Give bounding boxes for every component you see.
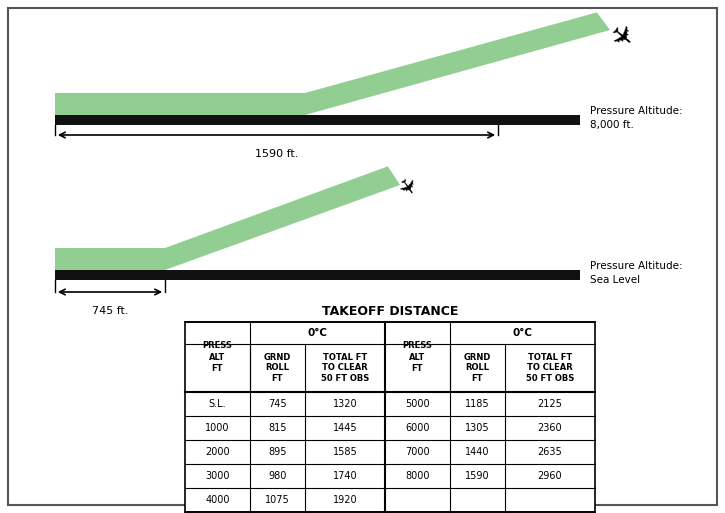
Text: 0°C: 0°C [513, 328, 532, 338]
Text: 1440: 1440 [465, 447, 490, 457]
Text: 1305: 1305 [465, 423, 490, 433]
Bar [185, 322, 595, 512]
Polygon shape [165, 166, 400, 270]
Text: 2960: 2960 [538, 471, 563, 481]
Text: S.L.: S.L. [209, 399, 226, 409]
Text: ✈: ✈ [392, 174, 418, 202]
Text: 1585: 1585 [333, 447, 357, 457]
Text: 1740: 1740 [333, 471, 357, 481]
Text: 1590: 1590 [465, 471, 490, 481]
Text: 1185: 1185 [465, 399, 490, 409]
Text: Pressure Altitude:
8,000 ft.: Pressure Altitude: 8,000 ft. [590, 106, 683, 130]
Text: 1000: 1000 [205, 423, 230, 433]
Text: 2000: 2000 [205, 447, 230, 457]
Polygon shape [55, 93, 305, 115]
Text: 2125: 2125 [537, 399, 563, 409]
Text: PRESS
ALT
FT: PRESS ALT FT [202, 341, 233, 372]
Text: TAKEOFF DISTANCE: TAKEOFF DISTANCE [322, 305, 458, 318]
Polygon shape [55, 248, 165, 270]
Text: TOTAL FT
TO CLEAR
50 FT OBS: TOTAL FT TO CLEAR 50 FT OBS [526, 353, 574, 383]
Text: GRND
ROLL
FT: GRND ROLL FT [464, 353, 491, 383]
Text: 2635: 2635 [538, 447, 563, 457]
Text: 2360: 2360 [538, 423, 563, 433]
Text: 5000: 5000 [405, 399, 430, 409]
Polygon shape [305, 12, 610, 115]
Text: 7000: 7000 [405, 447, 430, 457]
Text: 1320: 1320 [333, 399, 357, 409]
Text: GRND
ROLL
FT: GRND ROLL FT [264, 353, 291, 383]
Text: 8000: 8000 [405, 471, 430, 481]
Text: 6000: 6000 [405, 423, 430, 433]
Text: 4000: 4000 [205, 495, 230, 505]
Text: 1920: 1920 [333, 495, 357, 505]
Text: ✈: ✈ [602, 20, 638, 56]
Text: 745: 745 [268, 399, 287, 409]
Text: 895: 895 [268, 447, 287, 457]
Bar [55, 115, 580, 125]
Text: 745 ft.: 745 ft. [92, 306, 128, 316]
Text: 980: 980 [268, 471, 286, 481]
Text: TOTAL FT
TO CLEAR
50 FT OBS: TOTAL FT TO CLEAR 50 FT OBS [321, 353, 369, 383]
Text: 1590 ft.: 1590 ft. [254, 149, 298, 159]
Bar [55, 270, 580, 280]
Text: 0°C: 0°C [307, 328, 328, 338]
Text: 3000: 3000 [205, 471, 230, 481]
Text: Pressure Altitude:
Sea Level: Pressure Altitude: Sea Level [590, 262, 683, 285]
Text: 1445: 1445 [333, 423, 357, 433]
Text: 1075: 1075 [265, 495, 290, 505]
Text: PRESS
ALT
FT: PRESS ALT FT [402, 341, 432, 372]
Text: 815: 815 [268, 423, 287, 433]
